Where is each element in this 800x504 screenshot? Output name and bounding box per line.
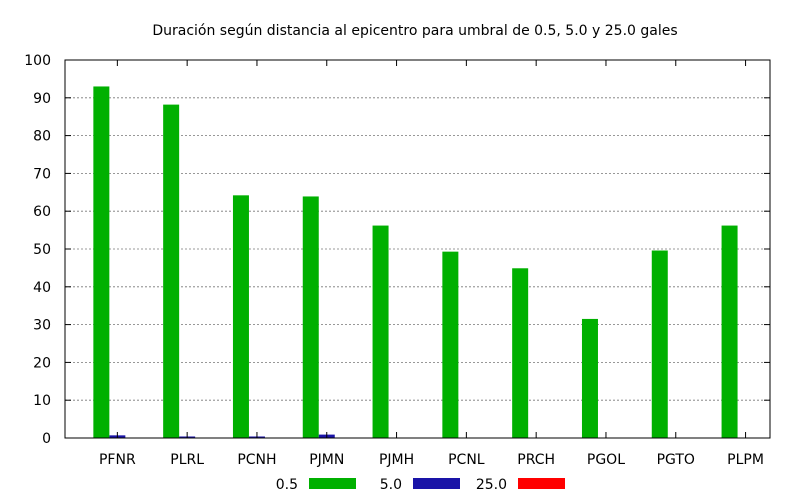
legend-swatch [309, 478, 356, 489]
bar-PLRL-series-0.5 [163, 104, 180, 438]
y-tick-label: 40 [33, 280, 51, 296]
x-tick-label: PJMH [379, 452, 414, 468]
axis-ticks: 0 10 20 30 40 50 60 70 80 90 100 PFNR PLRL PCNH PJMN PJ… [24, 53, 770, 468]
bar-PCNL-series-0.5 [442, 251, 459, 438]
bar-PGTO-series-0.5 [651, 250, 668, 438]
legend: 0.5 5.0 25.0 [276, 477, 565, 493]
y-tick-label: 90 [33, 91, 51, 107]
x-tick-label: PJMN [309, 452, 344, 468]
bar-PRCH-series-0.5 [512, 268, 529, 438]
legend-swatch [518, 478, 565, 489]
bar-PCNH-series-0.5 [232, 195, 249, 438]
x-tick-label: PCNL [448, 452, 485, 468]
chart-title: Duración según distancia al epicentro pa… [152, 23, 677, 39]
x-tick-label: PFNR [99, 452, 136, 468]
y-tick-label: 10 [33, 393, 51, 409]
bars [93, 86, 738, 439]
legend-label: 25.0 [476, 477, 507, 493]
bar-PFNR-series-0.5 [93, 86, 110, 439]
y-tick-label: 20 [33, 355, 51, 371]
grid-lines [65, 97, 770, 401]
bar-PJMN-series-0.5 [302, 196, 319, 438]
x-tick-label: PGOL [587, 452, 625, 468]
bar-PJMH-series-0.5 [372, 225, 389, 438]
legend-label: 5.0 [380, 477, 402, 493]
x-tick-label: PCNH [237, 452, 276, 468]
x-tick-label: PRCH [517, 452, 555, 468]
y-tick-label: 60 [33, 204, 51, 220]
y-tick-label: 0 [42, 431, 51, 447]
legend-swatch [413, 478, 460, 489]
y-tick-label: 70 [33, 166, 51, 182]
x-tick-label: PLRL [170, 452, 204, 468]
x-tick-label: PGTO [657, 452, 695, 468]
x-tick-label: PLPM [727, 452, 764, 468]
y-tick-label: 100 [24, 53, 51, 69]
bar-PLPM-series-0.5 [721, 225, 738, 438]
bar-PGOL-series-0.5 [581, 318, 598, 438]
legend-label: 0.5 [276, 477, 298, 493]
y-tick-label: 50 [33, 242, 51, 258]
y-tick-label: 30 [33, 318, 51, 334]
y-tick-label: 80 [33, 129, 51, 145]
